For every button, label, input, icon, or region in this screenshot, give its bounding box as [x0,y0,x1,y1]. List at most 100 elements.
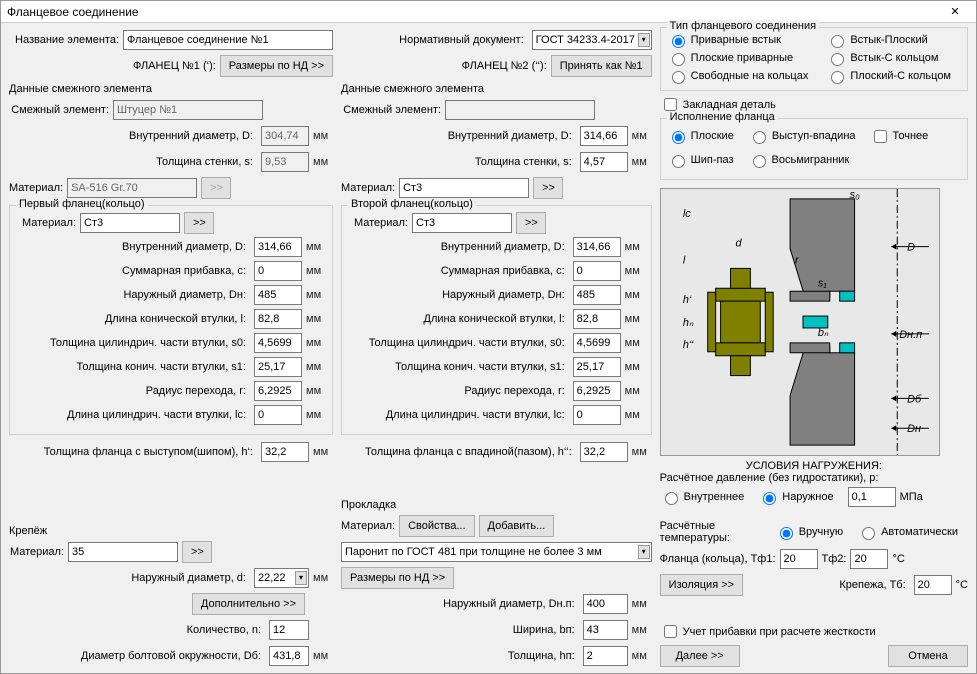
fe-r3[interactable]: Шип-паз [667,152,734,168]
fast-outerd-label: Наружный диаметр, d: [9,572,250,584]
f1-cyls0-label: Толщина цилиндрич. части втулки, s0: [16,337,250,349]
press-r1[interactable]: Внутреннее [660,489,745,505]
cancel-btn[interactable]: Отмена [888,645,968,667]
flange1-dim-btn[interactable]: Размеры по НД >> [220,55,333,77]
flange-type-title: Тип фланцевого соединения [667,20,819,32]
f1-outerd-label: Наружный диаметр, Dн: [16,289,250,301]
f1-radr-label: Радиус перехода, r: [16,385,250,397]
tf1-label: Фланца (кольца), Тф1: [660,553,776,565]
svg-text:hₙ: hₙ [683,317,694,329]
fastener-title: Крепёж [9,525,333,537]
chevron-down-icon[interactable]: ▾ [638,33,650,47]
adj2-elem-input[interactable] [445,100,595,120]
ft-r1[interactable]: Приварные встык [667,32,809,48]
ft-r2[interactable]: Плоские приварные [667,50,809,66]
tf2-input[interactable] [850,549,888,569]
gasket-width-input[interactable] [583,620,628,640]
f1-conel-input[interactable] [254,309,302,329]
f1-thickh-input[interactable] [261,442,309,462]
chevron-down-icon[interactable]: ▾ [638,545,650,559]
press-input[interactable] [848,487,896,507]
svg-text:D: D [907,242,915,254]
f1-mat-input[interactable] [80,213,180,233]
f2-cyls0-input[interactable] [573,333,621,353]
f2-radr-input[interactable] [573,381,621,401]
tb-input[interactable] [914,575,952,595]
normdoc-select[interactable] [532,30,652,50]
f2-mat-btn[interactable]: >> [516,212,546,234]
adj2-innerd-input[interactable] [580,126,628,146]
f1-outerd-input[interactable] [254,285,302,305]
press-r2[interactable]: Наружное [758,489,833,505]
adj1-innerd-label: Внутренний диаметр, D: [9,130,257,142]
f2-addc-input[interactable] [573,261,621,281]
f1-radr-input[interactable] [254,381,302,401]
element-name-label: Название элемента: [9,34,119,46]
f1-innerd-input[interactable] [254,237,302,257]
flange-diagram: s₀ lс d l r s₁ h‘ hₙ h‘‘ bₙ D Dн.п Dб Dн [660,188,940,456]
close-icon[interactable]: ✕ [940,2,970,22]
stiffness-chk[interactable]: Учет прибавки при расчете жесткости [660,622,958,641]
svg-text:lс: lс [683,208,691,220]
f2-thickh-input[interactable] [580,442,628,462]
gasket-outerd-input[interactable] [583,594,628,614]
ft-r5[interactable]: Встык-С кольцом [826,50,951,66]
f1-fieldset: Первый фланец(кольцо) Материал:>> Внутре… [9,205,333,435]
adj2-wall-label: Толщина стенки, s: [341,156,576,168]
iso-btn[interactable]: Изоляция >> [660,574,743,596]
temp-label: Расчётные температуры: [660,520,771,544]
tf1-input[interactable] [780,549,818,569]
adj2-mat-input[interactable] [399,178,529,198]
adj2-wall-input[interactable] [580,152,628,172]
fe-r2[interactable]: Выступ-впадина [748,128,856,144]
f1-addc-input[interactable] [254,261,302,281]
f2-conel-input[interactable] [573,309,621,329]
chevron-down-icon[interactable]: ▾ [295,571,307,585]
fast-extra-btn[interactable]: Дополнительно >> [192,593,305,615]
f2-outerd-input[interactable] [573,285,621,305]
adj1-wall-unit: мм [313,156,333,168]
fast-mat-input[interactable] [68,542,178,562]
fe-chk[interactable]: Точнее [870,127,929,146]
adj1-wall-input [261,152,309,172]
fe-r4[interactable]: Восьмигранник [748,152,850,168]
flange2-header: ФЛАНЕЦ №2 (‘‘): [462,60,547,72]
f2-fieldset: Второй фланец(кольцо) Материал:>> Внутре… [341,205,652,435]
adj1-elem-label: Смежный элемент: [9,104,109,116]
f1-thickh-label: Толщина фланца с выступом(шипом), h‘: [9,446,257,458]
fast-qty-input[interactable] [269,620,309,640]
adj2-mat-btn[interactable]: >> [533,177,563,199]
adj1-mat-label: Материал: [9,182,63,194]
f2-mat-input[interactable] [412,213,512,233]
f1-mat-btn[interactable]: >> [184,212,214,234]
adj1-wall-label: Толщина стенки, s: [9,156,257,168]
gasket-dim-btn[interactable]: Размеры по НД >> [341,567,454,589]
svg-text:h‘: h‘ [683,294,692,306]
gasket-select[interactable] [341,542,652,562]
fast-mat-btn[interactable]: >> [182,541,212,563]
element-name-input[interactable] [123,30,333,50]
f1-cyllc-input[interactable] [254,405,302,425]
f1-mat-label: Материал: [16,217,76,229]
adj1-elem-input [113,100,263,120]
fe-r1[interactable]: Плоские [667,128,734,144]
f1-innerd-label: Внутренний диаметр, D: [16,241,250,253]
svg-text:s₀: s₀ [849,189,859,201]
fast-boltd-input[interactable] [269,646,309,666]
ft-r4[interactable]: Встык-Плоский [826,32,951,48]
f2-innerd-input[interactable] [573,237,621,257]
ft-r6[interactable]: Плоский-С кольцом [826,68,951,84]
f2-cones1-input[interactable] [573,357,621,377]
f1-cones1-input[interactable] [254,357,302,377]
flange2-accept-btn[interactable]: Принять как №1 [551,55,652,77]
temp-r2[interactable]: Автоматически [857,524,958,540]
ft-r3[interactable]: Свободные на кольцах [667,68,809,84]
gasket-thick-input[interactable] [583,646,628,666]
gasket-props-btn[interactable]: Свойства... [399,515,474,537]
svg-text:r: r [795,254,799,266]
f2-cyllc-input[interactable] [573,405,621,425]
gasket-add-btn[interactable]: Добавить... [479,515,555,537]
next-btn[interactable]: Далее >> [660,645,740,667]
temp-r1[interactable]: Вручную [775,524,843,540]
f1-cyls0-input[interactable] [254,333,302,353]
